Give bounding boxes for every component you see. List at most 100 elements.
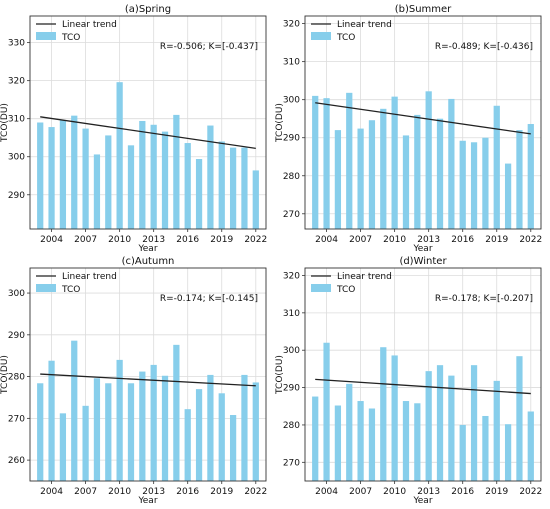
- bar: [448, 375, 455, 481]
- bar: [105, 135, 112, 229]
- y-axis-label: TCO(DU): [275, 103, 285, 143]
- bar: [504, 424, 512, 481]
- y-tick-label: 290: [8, 331, 25, 341]
- bar: [425, 91, 432, 229]
- bar: [448, 98, 455, 230]
- bar: [59, 413, 67, 481]
- y-tick-label: 300: [283, 96, 300, 106]
- bar: [368, 120, 376, 229]
- bar: [323, 98, 330, 230]
- bar: [470, 365, 478, 481]
- y-tick-label: 280: [8, 373, 25, 383]
- bar: [150, 124, 157, 229]
- bar: [116, 359, 123, 481]
- y-axis-label: TCO(DU): [0, 355, 10, 395]
- x-axis-label: Year: [412, 244, 432, 254]
- y-tick-label: 310: [8, 115, 25, 125]
- legend-tco-label: TCO: [336, 285, 355, 295]
- y-tick-label: 290: [283, 384, 300, 394]
- x-tick-label: 2013: [142, 487, 165, 497]
- bar: [312, 95, 319, 229]
- bar: [516, 356, 523, 481]
- x-tick-label: 2007: [74, 487, 97, 497]
- x-tick-label: 2004: [40, 235, 63, 245]
- x-tick-label: 2013: [142, 235, 165, 245]
- panel-spring: 2004 2007 2010 2013 2016 2019 2022 290 300 310 320…: [0, 4, 267, 254]
- bar: [527, 124, 534, 229]
- bar: [116, 82, 123, 229]
- trend-line: [315, 102, 531, 135]
- bar: [346, 92, 353, 229]
- bar: [380, 108, 387, 229]
- bar: [252, 382, 259, 481]
- y-tick-label: 260: [8, 456, 25, 466]
- x-axis-label: Year: [412, 496, 432, 506]
- bar: [184, 143, 191, 229]
- bar: [516, 130, 523, 229]
- x-tick-label: 2010: [108, 487, 131, 497]
- x-tick-label: 2022: [244, 235, 267, 245]
- legend-trend-label: Linear trend: [337, 272, 392, 282]
- x-tick-label: 2004: [40, 487, 63, 497]
- legend-tco-swatch: [311, 32, 331, 40]
- y-tick-label: 290: [283, 134, 300, 144]
- bar: [402, 135, 410, 229]
- y-tick-label: 320: [283, 20, 300, 30]
- panel-title: (b)Summer: [395, 4, 452, 15]
- x-tick-label: 2016: [176, 487, 199, 497]
- x-tick-label: 2004: [315, 487, 338, 497]
- legend-tco-label: TCO: [61, 285, 80, 295]
- bar: [173, 114, 180, 229]
- bar: [482, 137, 489, 229]
- bar: [241, 147, 248, 229]
- y-tick-label: 330: [8, 39, 25, 49]
- x-tick-label: 2013: [417, 235, 440, 245]
- bar: [527, 411, 534, 481]
- bar: [105, 383, 112, 481]
- plot-frame: [304, 15, 542, 230]
- y-tick-label: 320: [8, 77, 25, 87]
- stats-annotation: R=-0.178; K=[-0.207]: [435, 294, 533, 304]
- panel-title: (a)Spring: [125, 4, 171, 15]
- bar: [71, 115, 78, 229]
- y-tick-label: 270: [8, 414, 25, 424]
- bar: [357, 401, 364, 481]
- bar: [37, 383, 44, 481]
- bar: [127, 383, 135, 481]
- bar: [482, 415, 489, 481]
- y-tick-label: 300: [8, 153, 25, 163]
- bar: [470, 142, 478, 229]
- bar: [195, 389, 203, 481]
- bar: [93, 154, 101, 229]
- x-tick-label: 2004: [315, 235, 338, 245]
- x-tick-label: 2022: [519, 487, 542, 497]
- bar: [252, 170, 259, 229]
- bar: [459, 140, 466, 229]
- legend-trend-label: Linear trend: [62, 20, 117, 30]
- bar: [218, 141, 225, 229]
- y-tick-label: 310: [283, 309, 300, 319]
- bar: [82, 128, 89, 229]
- bar: [161, 375, 169, 481]
- bar: [459, 424, 466, 481]
- bar: [312, 396, 319, 481]
- y-tick-label: 300: [8, 289, 25, 299]
- x-tick-label: 2010: [383, 487, 406, 497]
- x-tick-label: 2016: [451, 235, 474, 245]
- panel-autumn: 2004 2007 2010 2013 2016 2019 2022 260 270 280 290…: [0, 256, 267, 506]
- bar: [414, 114, 421, 229]
- bar: [139, 120, 146, 229]
- y-tick-label: 270: [283, 210, 300, 220]
- bar: [414, 403, 421, 481]
- y-tick-label: 320: [283, 271, 300, 281]
- bar: [391, 96, 398, 229]
- y-tick-label: 280: [283, 172, 300, 182]
- x-axis-label: Year: [137, 496, 157, 506]
- bar: [207, 374, 214, 481]
- bar: [380, 347, 387, 481]
- bar: [71, 340, 78, 481]
- bar: [195, 159, 203, 229]
- bar: [357, 128, 364, 229]
- bar: [241, 374, 248, 481]
- bar: [127, 145, 135, 229]
